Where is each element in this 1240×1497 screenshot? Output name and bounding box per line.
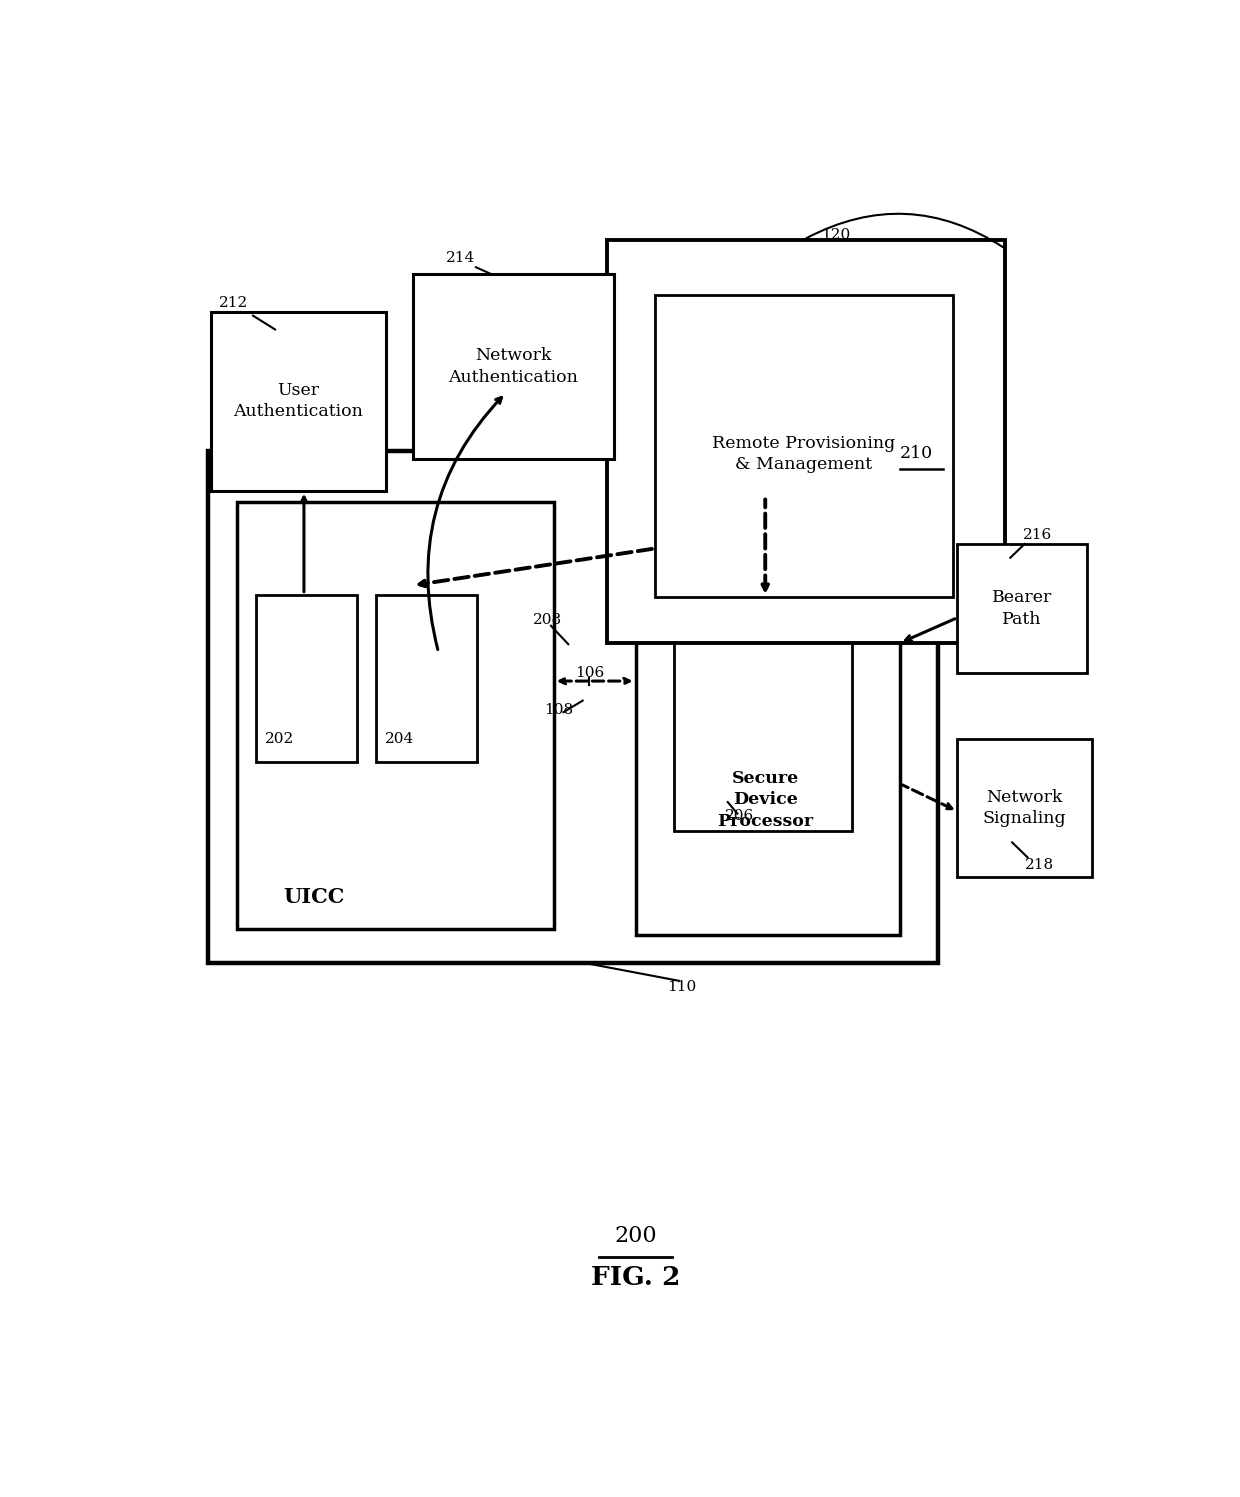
Bar <box>237 503 554 928</box>
Bar <box>655 295 952 597</box>
Text: Network
Authentication: Network Authentication <box>449 347 578 386</box>
Text: 218: 218 <box>1024 858 1054 873</box>
Bar <box>635 497 900 934</box>
Text: 110: 110 <box>667 979 696 994</box>
Bar <box>208 451 939 964</box>
Text: 108: 108 <box>544 704 573 717</box>
Bar <box>675 584 852 831</box>
Bar <box>957 738 1092 877</box>
Bar <box>957 543 1087 674</box>
Text: 210: 210 <box>899 446 932 463</box>
Text: Bearer
Path: Bearer Path <box>992 590 1052 627</box>
Text: 204: 204 <box>386 732 414 746</box>
Text: 212: 212 <box>219 296 248 310</box>
Text: 200: 200 <box>614 1225 657 1247</box>
Text: Remote Provisioning
& Management: Remote Provisioning & Management <box>712 434 895 473</box>
Text: UICC: UICC <box>283 886 345 907</box>
Text: 216: 216 <box>1023 527 1052 542</box>
Text: 214: 214 <box>446 251 475 265</box>
Text: 106: 106 <box>575 666 604 680</box>
Text: FIG. 2: FIG. 2 <box>590 1265 681 1289</box>
Bar <box>606 240 1006 644</box>
Bar <box>376 594 477 762</box>
Text: 206: 206 <box>724 808 754 823</box>
Text: User
Authentication: User Authentication <box>233 382 363 421</box>
Text: 208: 208 <box>532 612 562 627</box>
Text: 202: 202 <box>265 732 295 746</box>
Text: Network
Signaling: Network Signaling <box>983 789 1066 828</box>
Bar <box>413 274 614 458</box>
Text: 120: 120 <box>821 228 849 243</box>
Bar <box>255 594 357 762</box>
Bar <box>211 313 386 491</box>
Text: Secure
Device
Processor: Secure Device Processor <box>717 769 813 829</box>
